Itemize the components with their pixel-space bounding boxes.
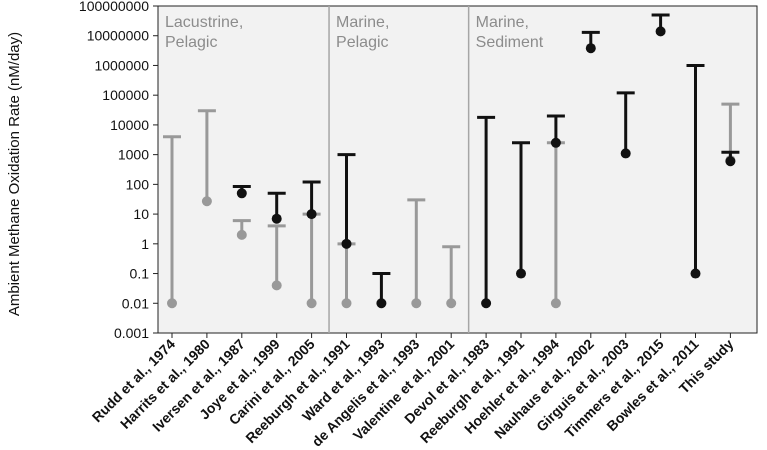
region-label-line: Lacustrine,	[165, 14, 243, 31]
data-point	[550, 298, 561, 309]
y-tick-label: 100000	[102, 87, 149, 103]
data-point	[725, 156, 736, 167]
data-series-layer	[163, 13, 740, 309]
data-point	[550, 137, 561, 148]
region-labels: Lacustrine, Pelagic Marine, Pelagic Marine, S…	[165, 14, 544, 51]
data-point	[201, 196, 212, 207]
data-point	[271, 213, 282, 224]
data-point	[341, 238, 352, 249]
y-tick-label: 0.001	[114, 325, 149, 341]
data-point	[306, 298, 317, 309]
data-point	[236, 188, 247, 199]
y-tick-label: 0.1	[130, 266, 150, 282]
plot-area	[157, 5, 758, 334]
region-label-line: Marine,	[336, 14, 389, 31]
y-axis-title: Ambient Methane Oxidation Rate (nM/day)	[6, 32, 23, 316]
plot-background-layer	[157, 5, 758, 334]
region-label-line: Marine,	[476, 14, 529, 31]
y-tick-label: 10000000	[87, 28, 150, 44]
y-tick-label: 1000	[118, 147, 149, 163]
data-point	[516, 268, 526, 279]
data-point	[411, 298, 422, 309]
y-axis: 0.001 0.01 0.1 1 10 100 1000 10000 100000 1000000…	[79, 0, 158, 341]
y-tick-label: 100000000	[79, 0, 149, 14]
data-point	[271, 280, 282, 291]
data-point	[306, 209, 317, 220]
region-dividers	[328, 6, 470, 333]
y-tick-label: 10	[133, 206, 149, 222]
region-label-line: Sediment	[476, 34, 544, 51]
data-point	[341, 298, 352, 309]
region-label-line: Pelagic	[165, 34, 217, 51]
y-tick-label: 1000000	[94, 57, 149, 73]
data-point	[236, 229, 247, 240]
data-point	[376, 298, 387, 309]
data-point	[690, 268, 701, 279]
data-point	[167, 298, 177, 309]
y-tick-label: 10000	[110, 117, 149, 133]
data-point	[585, 43, 596, 54]
y-tick-label: 100	[126, 176, 150, 192]
y-tick-label: 0.01	[122, 295, 149, 311]
y-tick-label: 1	[141, 236, 149, 252]
data-point	[620, 148, 631, 159]
data-point	[481, 298, 492, 309]
region-label-line: Pelagic	[336, 34, 388, 51]
data-point	[655, 26, 666, 37]
data-point	[446, 298, 457, 309]
